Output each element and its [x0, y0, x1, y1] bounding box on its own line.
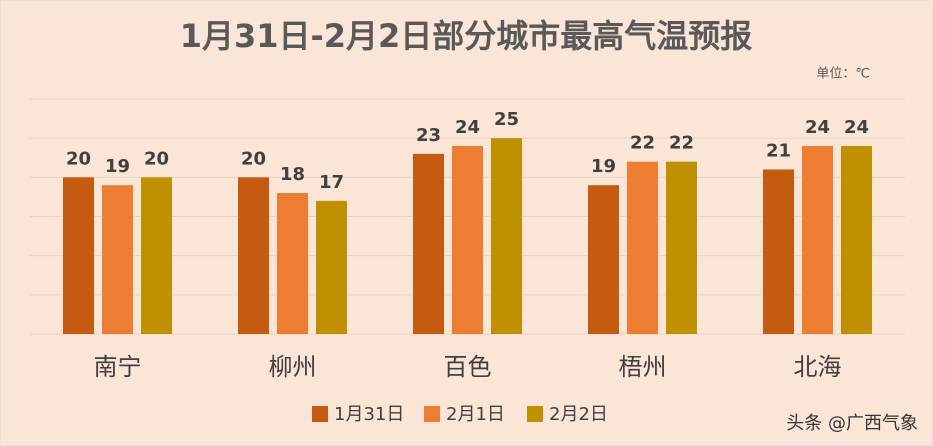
bar	[452, 146, 483, 334]
legend-label: 2月1日	[446, 404, 505, 425]
legend-swatch	[527, 406, 543, 422]
legend-label: 2月2日	[549, 404, 608, 425]
data-label: 17	[319, 172, 344, 193]
x-tick-label: 梧州	[619, 353, 667, 381]
chart-title: 1月31日-2月2日部分城市最高气温预报	[180, 17, 753, 55]
data-label: 25	[494, 109, 519, 130]
data-label: 21	[766, 141, 791, 162]
data-label: 24	[805, 117, 830, 138]
legend-label: 1月31日	[334, 404, 404, 425]
data-label: 22	[630, 133, 655, 154]
data-label: 23	[416, 125, 441, 146]
data-label: 24	[844, 117, 869, 138]
data-label: 20	[241, 148, 266, 169]
data-label: 19	[105, 156, 130, 177]
data-label: 24	[455, 117, 480, 138]
bar	[491, 138, 522, 334]
bar	[238, 177, 269, 334]
bar	[141, 177, 172, 334]
bar	[63, 177, 94, 334]
bar	[413, 153, 444, 334]
bar	[588, 185, 619, 334]
bar	[841, 146, 872, 334]
data-label: 22	[669, 133, 694, 154]
watermark: 头条 @广西气象	[786, 413, 918, 434]
data-label: 20	[66, 148, 91, 169]
data-label: 20	[144, 148, 169, 169]
x-tick-label: 柳州	[269, 353, 317, 381]
x-tick-label: 百色	[444, 353, 492, 381]
bar	[627, 161, 658, 334]
bar	[277, 193, 308, 334]
bar	[763, 169, 794, 334]
bar	[666, 161, 697, 334]
bar	[802, 146, 833, 334]
legend-swatch	[424, 406, 440, 422]
x-tick-label: 北海	[794, 353, 842, 381]
bar	[316, 200, 347, 334]
x-tick-label: 南宁	[94, 353, 142, 381]
unit-note: 单位：℃	[816, 67, 870, 82]
data-label: 18	[280, 164, 305, 185]
data-label: 19	[591, 156, 616, 177]
bar	[102, 185, 133, 334]
legend-swatch	[312, 406, 328, 422]
